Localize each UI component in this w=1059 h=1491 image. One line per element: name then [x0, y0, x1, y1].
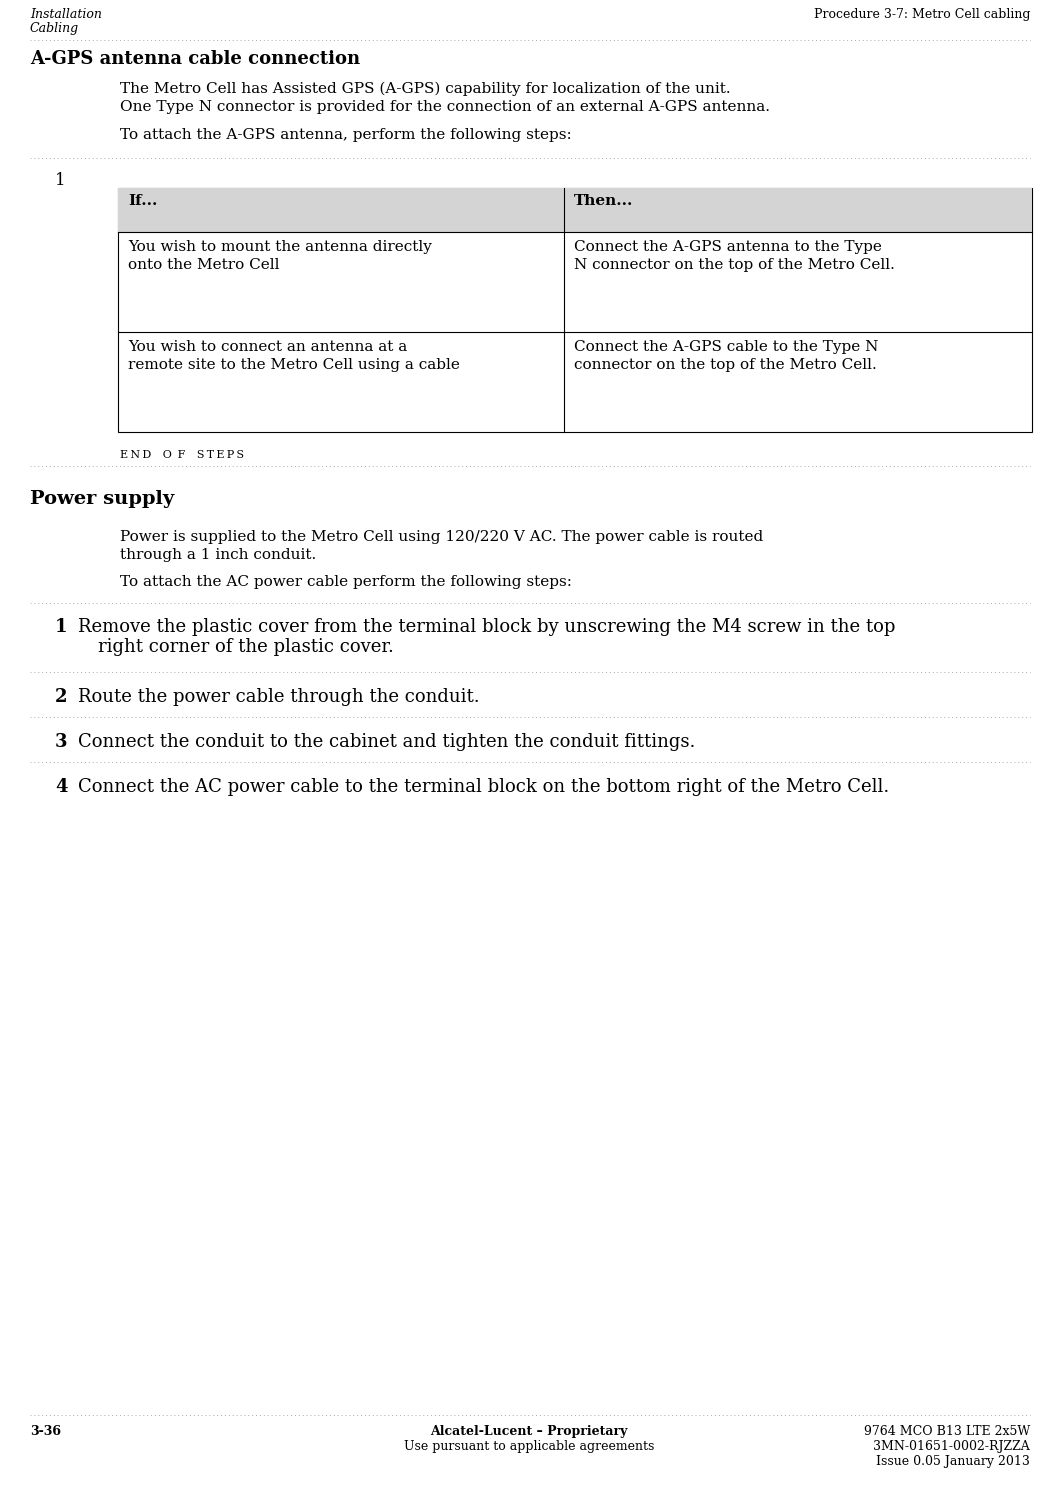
Text: Connect the AC power cable to the terminal block on the bottom right of the Metr: Connect the AC power cable to the termin… [78, 778, 890, 796]
Text: Alcatel-Lucent – Proprietary: Alcatel-Lucent – Proprietary [430, 1425, 628, 1437]
Text: Installation: Installation [30, 7, 102, 21]
Text: 4: 4 [55, 778, 68, 796]
Text: 1: 1 [55, 617, 68, 637]
Text: Connect the A-GPS antenna to the Type: Connect the A-GPS antenna to the Type [574, 240, 882, 253]
Text: connector on the top of the Metro Cell.: connector on the top of the Metro Cell. [574, 358, 877, 371]
Text: 3-36: 3-36 [30, 1425, 61, 1437]
Bar [118, 188, 1033, 432]
Text: 2: 2 [55, 687, 68, 707]
Text: 9764 MCO B13 LTE 2x5W: 9764 MCO B13 LTE 2x5W [864, 1425, 1030, 1437]
Text: If...: If... [128, 194, 158, 209]
Text: remote site to the Metro Cell using a cable: remote site to the Metro Cell using a ca… [128, 358, 460, 371]
Text: Use pursuant to applicable agreements: Use pursuant to applicable agreements [403, 1440, 654, 1454]
Text: Connect the conduit to the cabinet and tighten the conduit fittings.: Connect the conduit to the cabinet and t… [78, 734, 696, 751]
Text: One Type N connector is provided for the connection of an external A-GPS antenna: One Type N connector is provided for the… [120, 100, 770, 113]
Text: Cabling: Cabling [30, 22, 79, 34]
Text: 3MN-01651-0002-RJZZA: 3MN-01651-0002-RJZZA [874, 1440, 1030, 1454]
Text: You wish to mount the antenna directly: You wish to mount the antenna directly [128, 240, 432, 253]
Text: right corner of the plastic cover.: right corner of the plastic cover. [98, 638, 394, 656]
Text: Procedure 3-7: Metro Cell cabling: Procedure 3-7: Metro Cell cabling [813, 7, 1030, 21]
Text: Power supply: Power supply [30, 491, 175, 508]
Text: To attach the AC power cable perform the following steps:: To attach the AC power cable perform the… [120, 576, 572, 589]
Text: Connect the A-GPS cable to the Type N: Connect the A-GPS cable to the Type N [574, 340, 878, 353]
Text: 1: 1 [55, 171, 66, 189]
Bar [118, 188, 1033, 233]
Text: N connector on the top of the Metro Cell.: N connector on the top of the Metro Cell… [574, 258, 895, 271]
Text: through a 1 inch conduit.: through a 1 inch conduit. [120, 549, 317, 562]
Text: To attach the A-GPS antenna, perform the following steps:: To attach the A-GPS antenna, perform the… [120, 128, 572, 142]
Text: E N D    O  F    S T E P S: E N D O F S T E P S [120, 450, 245, 461]
Text: Route the power cable through the conduit.: Route the power cable through the condui… [78, 687, 480, 707]
Text: You wish to connect an antenna at a: You wish to connect an antenna at a [128, 340, 408, 353]
Text: Issue 0.05 January 2013: Issue 0.05 January 2013 [876, 1455, 1030, 1469]
Text: A-GPS antenna cable connection: A-GPS antenna cable connection [30, 51, 360, 69]
Text: Power is supplied to the Metro Cell using 120/220 V AC. The power cable is route: Power is supplied to the Metro Cell usin… [120, 529, 764, 544]
Text: 3: 3 [55, 734, 68, 751]
Text: Then...: Then... [574, 194, 633, 209]
Text: The Metro Cell has Assisted GPS (A-GPS) capability for localization of the unit.: The Metro Cell has Assisted GPS (A-GPS) … [120, 82, 731, 97]
Text: Remove the plastic cover from the terminal block by unscrewing the M4 screw in t: Remove the plastic cover from the termin… [78, 617, 895, 637]
Text: onto the Metro Cell: onto the Metro Cell [128, 258, 280, 271]
